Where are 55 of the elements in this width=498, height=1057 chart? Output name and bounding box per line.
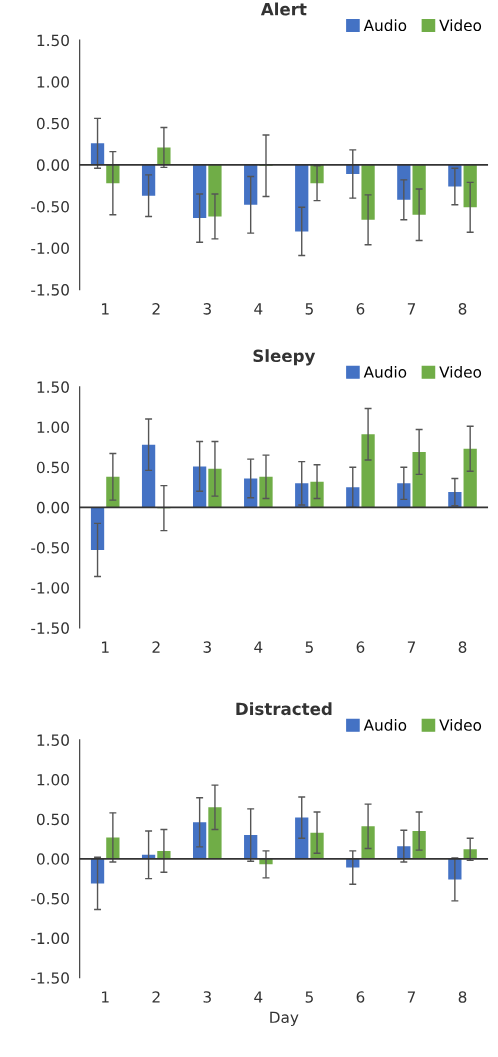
y-tick-label: 1.50 <box>37 34 69 47</box>
legend-label: Video <box>439 719 482 731</box>
x-tick-label: 5 <box>305 303 313 315</box>
y-tick-label: 1.50 <box>37 734 69 746</box>
x-tick-label: 7 <box>407 303 416 315</box>
x-tick-label: 7 <box>407 641 416 653</box>
x-tick-label: 5 <box>305 641 313 653</box>
y-tick-label: 0.50 <box>36 813 69 826</box>
y-tick-label: 1.50 <box>37 381 69 393</box>
legend-label: Video <box>439 365 482 378</box>
x-tick-label: 6 <box>356 991 365 1003</box>
x-tick-label: 1 <box>102 991 109 1003</box>
legend-label: Audio <box>363 19 407 32</box>
x-tick-label: 2 <box>152 991 160 1003</box>
y-tick-label: -1.50 <box>31 972 69 984</box>
x-tick-label: 2 <box>152 303 160 315</box>
x-tick-label: 4 <box>254 641 263 653</box>
y-tick-label: 0.50 <box>36 461 69 474</box>
x-tick-label: 6 <box>356 303 365 315</box>
y-tick-label: 1.00 <box>37 774 69 786</box>
x-axis-title: Day <box>270 1011 299 1027</box>
x-tick-label: 5 <box>305 991 313 1003</box>
legend-label: Audio <box>363 365 407 378</box>
x-tick-label: 2 <box>152 641 160 653</box>
y-tick-label: 0.50 <box>36 117 69 130</box>
y-tick-label: 0.00 <box>36 159 69 171</box>
y-tick-label: -1.00 <box>31 242 69 255</box>
y-tick-label: -0.50 <box>31 200 69 213</box>
y-tick-label: 1.00 <box>37 76 69 88</box>
y-tick-label: -1.50 <box>31 622 69 634</box>
legend-label: Audio <box>363 719 407 731</box>
x-tick-label: 3 <box>203 991 211 1003</box>
chart-title: Distracted <box>236 702 332 716</box>
y-tick-label: 0.00 <box>36 501 69 514</box>
y-tick-label: -1.50 <box>31 284 69 296</box>
x-tick-label: 6 <box>356 641 365 653</box>
y-tick-label: -1.00 <box>31 932 69 945</box>
y-tick-label: -0.50 <box>31 541 69 554</box>
x-tick-label: 1 <box>102 641 109 653</box>
chart-title: Sleepy <box>253 349 316 366</box>
x-tick-label: 3 <box>203 641 211 653</box>
x-tick-label: 4 <box>254 303 263 315</box>
x-tick-label: 1 <box>102 303 109 315</box>
x-tick-label: 7 <box>407 991 416 1003</box>
x-tick-label: 3 <box>203 303 211 315</box>
x-tick-label: 4 <box>254 991 263 1003</box>
y-tick-label: -1.00 <box>31 582 69 594</box>
x-tick-label: 8 <box>458 303 467 315</box>
legend-label: Video <box>439 19 482 32</box>
chart-title: Alert <box>260 2 307 16</box>
x-tick-label: 8 <box>458 991 467 1003</box>
y-tick-label: -0.50 <box>31 892 69 905</box>
y-tick-label: 0.00 <box>36 853 69 865</box>
x-tick-label: 8 <box>458 641 467 653</box>
y-tick-label: 1.00 <box>37 421 69 434</box>
